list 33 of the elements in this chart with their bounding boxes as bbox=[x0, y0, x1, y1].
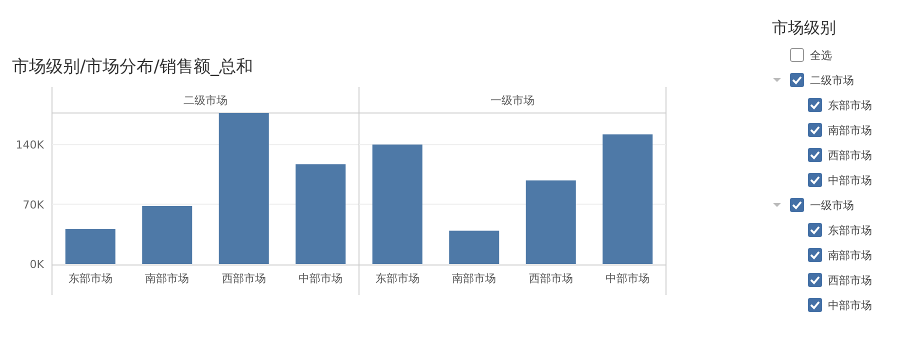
chart-title: 市场级别/市场分布/销售额_总和 bbox=[12, 57, 253, 77]
chart-subtitle: 一级市场 bbox=[490, 94, 534, 107]
text: 东部市场 bbox=[828, 99, 872, 112]
bar bbox=[372, 144, 422, 264]
bar bbox=[526, 180, 576, 264]
bar bbox=[602, 134, 653, 264]
text: 市场级别 bbox=[772, 18, 836, 37]
text: 东部市场 bbox=[828, 224, 872, 237]
text: 南部市场 bbox=[828, 249, 872, 262]
y-tick-label: 70K bbox=[22, 198, 45, 212]
bar bbox=[296, 164, 346, 264]
bar bbox=[65, 229, 116, 264]
x-tick-label: 西部市场 bbox=[528, 272, 573, 285]
text: 西部市场 bbox=[828, 149, 872, 162]
y-tick-label: 140K bbox=[16, 138, 45, 152]
text: 一级市场 bbox=[810, 199, 854, 212]
text: 中部市场 bbox=[828, 299, 872, 312]
bar bbox=[142, 206, 192, 264]
bar bbox=[218, 113, 269, 264]
chart-subtitle: 二级市场 bbox=[184, 94, 228, 107]
x-tick-label: 中部市场 bbox=[606, 272, 650, 285]
x-tick-label: 南部市场 bbox=[452, 272, 496, 285]
x-tick-label: 南部市场 bbox=[145, 272, 190, 285]
y-tick-label: 0K bbox=[30, 258, 45, 271]
bar bbox=[449, 230, 500, 264]
x-tick-label: 东部市场 bbox=[375, 272, 420, 285]
text: 中部市场 bbox=[828, 174, 872, 187]
x-tick-label: 西部市场 bbox=[222, 272, 266, 285]
text: 二级市场 bbox=[810, 74, 854, 87]
text: 全选 bbox=[810, 49, 832, 62]
x-tick-label: 东部市场 bbox=[68, 272, 112, 285]
x-tick-label: 中部市场 bbox=[298, 272, 343, 285]
text: 南部市场 bbox=[828, 124, 872, 137]
